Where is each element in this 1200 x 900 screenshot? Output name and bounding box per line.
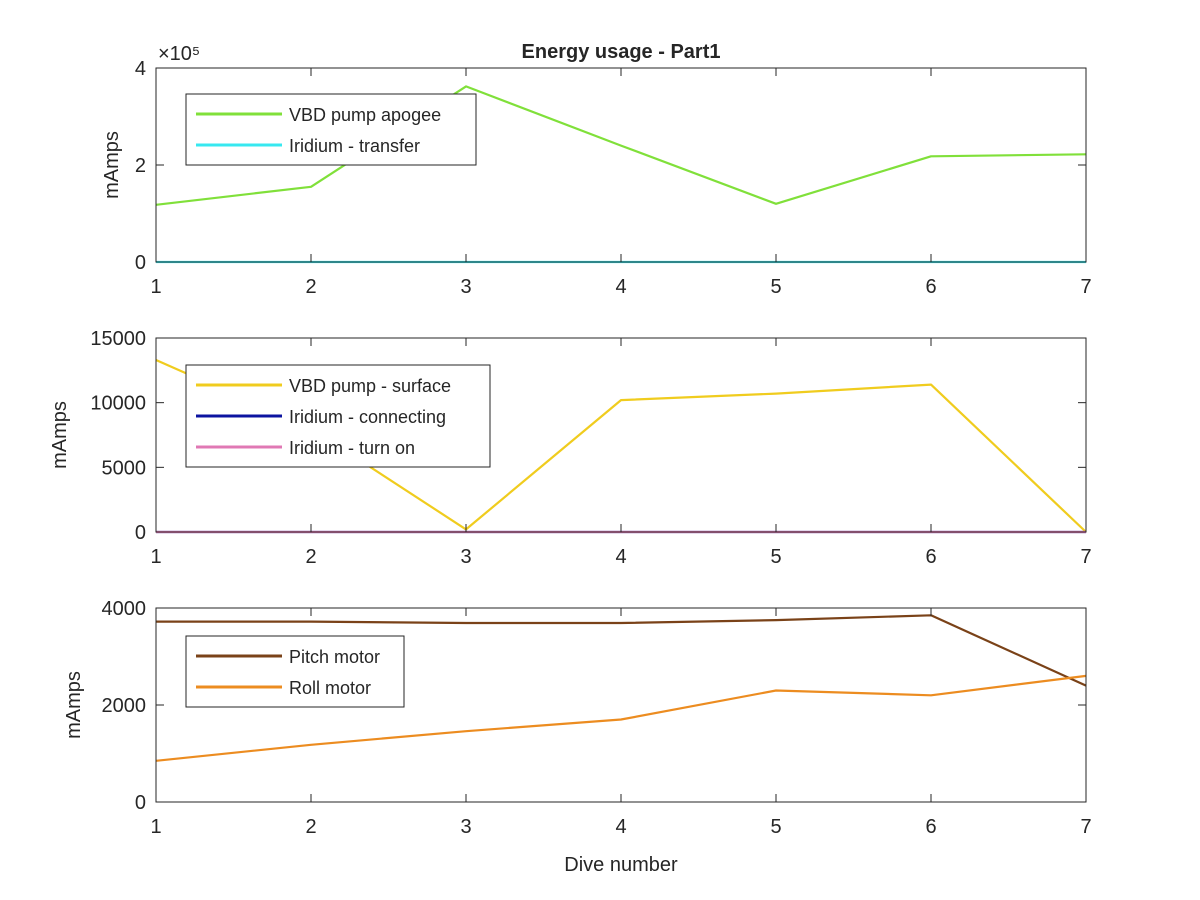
y-axis-label: mAmps: [49, 401, 71, 469]
x-tick-label: 1: [150, 276, 161, 298]
x-tick-label: 4: [615, 546, 626, 568]
y-tick-label: 10000: [90, 393, 146, 415]
x-tick-label: 7: [1080, 546, 1091, 568]
y-tick-label: 5000: [102, 457, 147, 479]
legend-entry: Roll motor: [289, 678, 371, 698]
legend-entry: Iridium - transfer: [289, 136, 420, 156]
x-tick-label: 2: [305, 546, 316, 568]
x-tick-label: 5: [770, 276, 781, 298]
subplot-bottom: 1 2 3 4 5 6 7 0 2000 4000 mAmps Dive number Pitch mo…: [63, 598, 1092, 876]
y-tick-label: 4: [135, 58, 146, 80]
x-tick-label: 4: [615, 276, 626, 298]
legend: VBD pump - surface Iridium - connecting Ir…: [185, 364, 491, 468]
x-tick-label: 7: [1080, 276, 1091, 298]
legend-entry: VBD pump - surface: [289, 376, 451, 396]
x-axis-label: Dive number: [564, 854, 678, 876]
y-tick-label: 15000: [90, 328, 146, 350]
x-tick-label: 2: [305, 816, 316, 838]
x-tick-label: 1: [150, 816, 161, 838]
figure-title: Energy usage - Part1: [522, 41, 721, 63]
y-tick-label: 2000: [102, 695, 147, 717]
y-tick-label: 0: [135, 252, 146, 274]
x-tick-label: 3: [460, 816, 471, 838]
legend-entry: Pitch motor: [289, 647, 380, 667]
legend-entry: VBD pump apogee: [289, 105, 441, 125]
x-tick-label: 3: [460, 546, 471, 568]
x-tick-label: 6: [925, 546, 936, 568]
legend: Pitch motor Roll motor: [185, 635, 405, 708]
x-tick-label: 1: [150, 546, 161, 568]
x-tick-label: 6: [925, 276, 936, 298]
legend-entry: Iridium - connecting: [289, 407, 446, 427]
y-axis-label: mAmps: [63, 671, 85, 739]
y-exponent-label: ×10⁵: [158, 43, 200, 65]
y-tick-label: 4000: [102, 598, 147, 620]
subplot-top: 1 2 3 4 5 6 7 0 2 4 ×10⁵ mAmps VBD pump apogee Iridiu…: [101, 43, 1092, 298]
legend-box: [185, 635, 405, 708]
legend-box: [185, 93, 477, 166]
y-tick-label: 0: [135, 792, 146, 814]
x-tick-label: 5: [770, 816, 781, 838]
legend-entry: Iridium - turn on: [289, 438, 415, 458]
x-tick-label: 3: [460, 276, 471, 298]
series-line-roll-motor: [155, 674, 1087, 762]
y-axis-label: mAmps: [101, 131, 123, 199]
legend: VBD pump apogee Iridium - transfer: [185, 93, 477, 166]
x-tick-label: 2: [305, 276, 316, 298]
x-tick-label: 4: [615, 816, 626, 838]
x-tick-label: 5: [770, 546, 781, 568]
subplot-middle: 1 2 3 4 5 6 7 0 5000 10000 15000 mAmps VBD pump - su…: [49, 328, 1092, 568]
y-tick-label: 2: [135, 155, 146, 177]
x-tick-label: 7: [1080, 816, 1091, 838]
series-line-vbd-pump-apogee: [155, 85, 1087, 206]
x-tick-label: 6: [925, 816, 936, 838]
y-tick-label: 0: [135, 522, 146, 544]
